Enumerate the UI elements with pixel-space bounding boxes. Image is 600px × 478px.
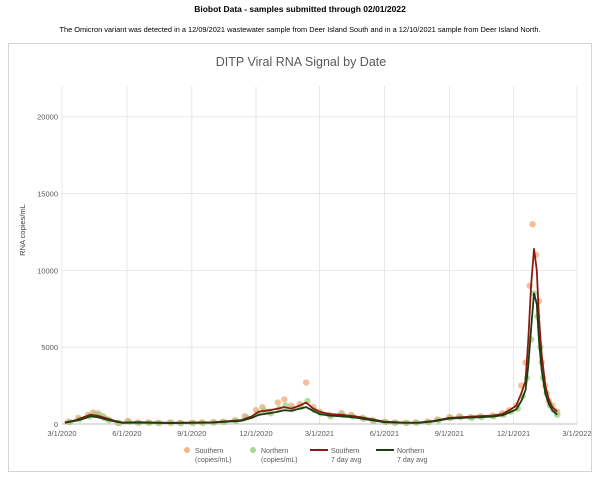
legend: Southern (copies/mL) Northern (copies/mL) So… <box>184 447 427 464</box>
x-tick-label: 12/1/2021 <box>497 429 530 438</box>
scatter-points <box>65 221 561 427</box>
series-line <box>64 292 558 424</box>
data-point <box>529 221 536 228</box>
legend-label: Southern <box>195 448 224 455</box>
y-tick-label: 15000 <box>37 190 58 199</box>
series-line <box>64 248 558 424</box>
legend-label: (copies/mL) <box>261 457 298 464</box>
chart-title: DITP Viral RNA Signal by Date <box>216 55 386 69</box>
data-point <box>302 379 310 386</box>
grid-lines <box>61 86 578 425</box>
page-title: Biobot Data - samples submitted through … <box>194 4 406 14</box>
y-tick-label: 5000 <box>41 343 58 352</box>
average-lines <box>64 248 558 424</box>
y-tick-label: 10000 <box>37 266 58 275</box>
legend-label: (copies/mL) <box>195 457 232 464</box>
y-axis: 0 5000 10000 15000 20000 <box>37 113 58 429</box>
legend-marker <box>250 447 256 453</box>
x-tick-label: 9/1/2020 <box>177 429 206 438</box>
x-tick-label: 6/1/2021 <box>370 429 399 438</box>
data-point <box>274 399 282 406</box>
legend-label: 7 day avg <box>331 457 361 464</box>
page-subtitle: The Omicron variant was detected in a 12… <box>59 25 541 34</box>
legend-marker <box>184 447 190 453</box>
x-axis: 3/1/2020 6/1/2020 9/1/2020 12/1/2020 3/1/202… <box>47 423 592 438</box>
y-tick-label: 0 <box>54 420 58 429</box>
chart-svg: DITP Viral RNA Signal by Date RNA copies… <box>18 55 592 464</box>
chart-container: DITP Viral RNA Signal by Date RNA copies… <box>8 43 592 472</box>
legend-label: Northern <box>397 448 424 455</box>
legend-label: Northern <box>261 448 288 455</box>
data-point <box>281 396 288 403</box>
x-tick-label: 3/1/2020 <box>47 429 76 438</box>
legend-label: 7 day avg <box>397 457 427 464</box>
x-tick-label: 6/1/2020 <box>112 429 141 438</box>
x-tick-label: 3/1/2021 <box>305 429 334 438</box>
y-tick-label: 20000 <box>37 113 58 122</box>
legend-label: Southern <box>331 448 360 455</box>
x-tick-label: 9/1/2021 <box>435 429 464 438</box>
x-tick-label: 3/1/2022 <box>562 429 591 438</box>
y-axis-label: RNA copies/mL <box>18 204 27 256</box>
x-tick-label: 12/1/2020 <box>239 429 272 438</box>
